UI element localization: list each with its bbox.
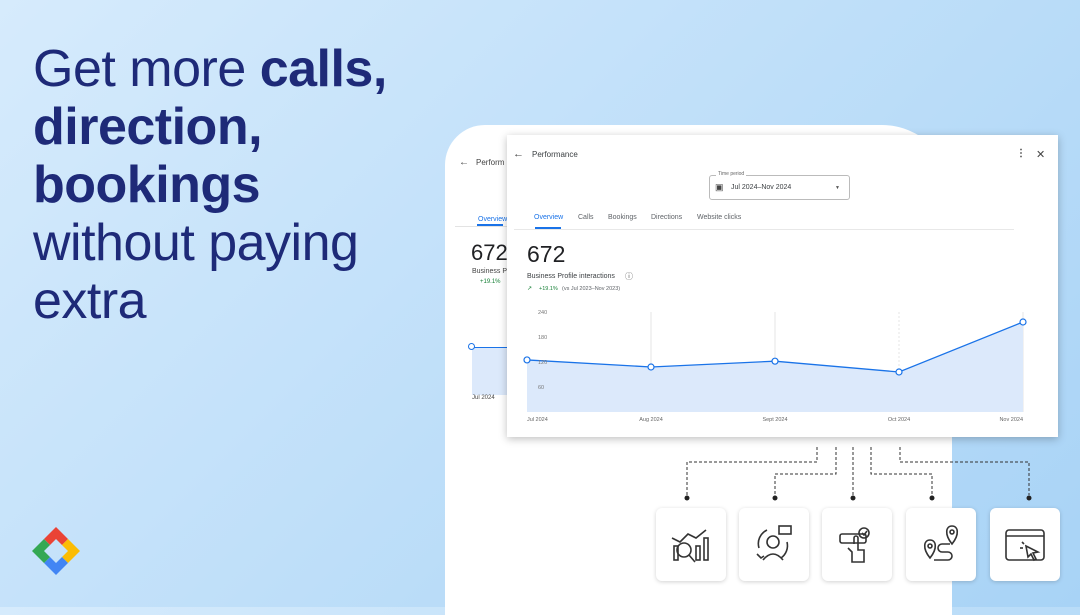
customer-call-icon — [756, 524, 792, 561]
interactions-total: 672 — [527, 241, 566, 267]
headline-line: without paying — [33, 214, 359, 272]
headline-bold: calls, — [259, 40, 388, 98]
time-period-value: Jul 2024–Nov 2024 — [731, 184, 792, 191]
back-total: 672 — [471, 240, 508, 265]
interactions-chart: 60 120 180 240 Jul 2024 Aug 2024 Sept 2024 Oct … — [523, 310, 1027, 423]
data-point — [771, 357, 779, 365]
y-tick-label: 120 — [538, 360, 547, 366]
x-tick-label: Oct 2024 — [888, 417, 910, 423]
feature-card-analytics — [656, 508, 726, 581]
x-tick-label: Jul 2024 — [527, 417, 548, 423]
y-tick-label: 60 — [538, 385, 544, 391]
headline-bold: direction, — [33, 98, 263, 156]
x-tick-label: Sept 2024 — [762, 417, 787, 423]
tab-calls[interactable]: Calls — [578, 214, 594, 221]
analytics-magnifier-icon — [671, 528, 709, 563]
data-point — [523, 356, 531, 364]
info-icon[interactable]: ⓘ — [625, 272, 633, 281]
data-point — [1019, 318, 1027, 326]
headline-line: Get more — [33, 40, 260, 98]
page-title: Performance — [532, 150, 578, 159]
feature-card-directions — [906, 508, 976, 581]
back-tab-overview[interactable]: Overview — [478, 216, 508, 223]
calendar-icon: ▣ — [715, 182, 724, 192]
data-point — [895, 368, 903, 376]
back-arrow-icon[interactable]: ← — [459, 157, 469, 168]
tab-directions[interactable]: Directions — [651, 214, 683, 221]
headline-line: extra — [33, 272, 147, 330]
tab-website-clicks[interactable]: Website clicks — [697, 214, 742, 221]
change-percent: +19.1% — [539, 286, 558, 292]
performance-card: ← Performance ⋮ ✕ Time period ▣ Jul 2024… — [507, 135, 1058, 437]
dropdown-arrow-icon: ▼ — [835, 185, 840, 191]
back-title: Perform — [476, 158, 505, 167]
x-tick-label: Nov 2024 — [999, 417, 1023, 423]
tab-bookings[interactable]: Bookings — [608, 214, 637, 221]
feature-card-calls — [739, 508, 809, 581]
y-tick-label: 180 — [538, 335, 547, 341]
back-change: +19.1% — [480, 279, 501, 285]
headline-bold: bookings — [33, 156, 261, 214]
tab-overview[interactable]: Overview — [534, 214, 564, 221]
data-point — [647, 363, 655, 371]
brand-logo-icon — [32, 527, 80, 575]
x-tick-label: Aug 2024 — [639, 417, 663, 423]
directions-route-icon — [923, 524, 959, 561]
back-xlabel: Jul 2024 — [472, 395, 495, 401]
metric-label: Business Profile interactions — [527, 273, 615, 280]
area-fill — [527, 322, 1023, 412]
back-arrow-icon[interactable]: ← — [513, 148, 524, 160]
y-tick-label: 240 — [538, 310, 547, 316]
headline: Get more calls, direction, bookings with… — [33, 40, 387, 330]
website-click-icon — [1005, 528, 1045, 561]
close-icon[interactable]: ✕ — [1036, 149, 1046, 161]
trend-up-icon: ↗ — [527, 286, 533, 292]
back-metric: Business P — [472, 268, 508, 275]
booking-check-icon — [839, 526, 870, 563]
time-period-select[interactable]: Time period ▣ Jul 2024–Nov 2024 ▼ — [709, 171, 850, 200]
more-options-icon[interactable]: ⋮ — [1016, 148, 1026, 159]
time-period-label: Time period — [716, 171, 747, 177]
comparison-period: (vs Jul 2023–Nov 2023) — [562, 286, 621, 292]
feature-card-bookings — [822, 508, 892, 581]
feature-card-website — [990, 508, 1060, 581]
